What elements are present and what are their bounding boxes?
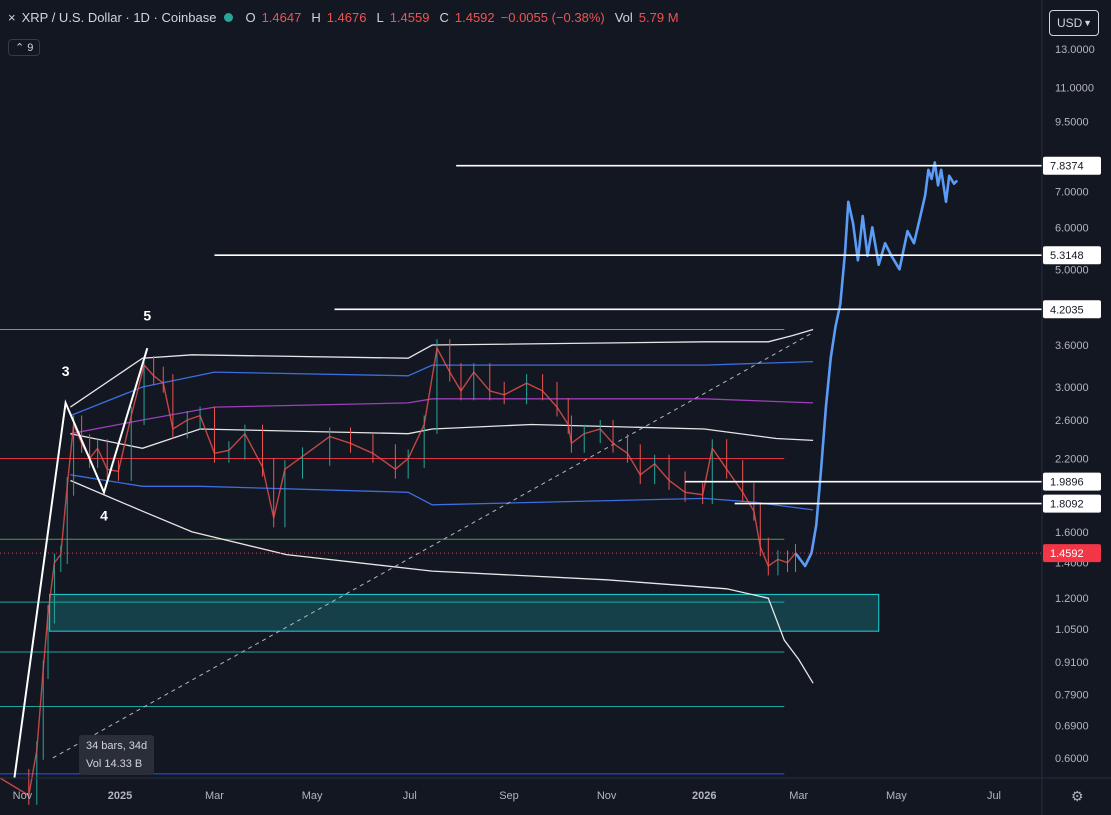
dashed-trend-line xyxy=(52,332,814,759)
price-tick-label: 0.6000 xyxy=(1055,753,1089,765)
price-tick-label: 6.0000 xyxy=(1055,222,1089,234)
price-tick-label: 0.9100 xyxy=(1055,657,1089,669)
measure-bars: 34 bars, 34d xyxy=(86,740,148,752)
close-icon[interactable]: × xyxy=(8,10,16,25)
price-tick-label: 1.2000 xyxy=(1055,593,1089,605)
price-tick-label: 0.7900 xyxy=(1055,690,1089,702)
time-tick-label: Nov xyxy=(597,790,617,802)
band-basis xyxy=(70,398,814,435)
target-level-badge xyxy=(1043,494,1101,513)
open-value: 1.4647 xyxy=(261,10,302,25)
price-line xyxy=(0,346,797,797)
band-lower_outer xyxy=(70,479,814,684)
band-upper_outer xyxy=(70,328,814,408)
projection-series xyxy=(794,161,959,568)
currency-label: USD xyxy=(1057,16,1083,30)
time-tick-label: Jul xyxy=(987,790,1001,802)
symbol-header: × XRP / U.S. Dollar · 1D · Coinbase O 1.4… xyxy=(8,10,679,25)
target-level-label: 5.3148 xyxy=(1050,250,1084,262)
indicators-toggle[interactable]: ⌃ 9 xyxy=(8,39,41,56)
band-inner_upper xyxy=(70,423,814,449)
price-series xyxy=(0,339,797,805)
demand-zone-rect xyxy=(49,593,880,632)
symbol-title[interactable]: XRP / U.S. Dollar · 1D · Coinbase xyxy=(21,10,217,25)
target-level-label: 4.2035 xyxy=(1050,304,1084,316)
time-tick-label: Nov xyxy=(13,790,33,802)
change-value: −0.0055 (−0.38%) xyxy=(500,10,605,25)
price-tick-label: 1.6000 xyxy=(1055,527,1089,539)
low-label: L xyxy=(376,10,384,25)
wave-label: 4 xyxy=(100,508,108,524)
price-tick-label: 3.6000 xyxy=(1055,340,1089,352)
demand-zone xyxy=(49,593,880,632)
target-level-badge xyxy=(1043,472,1101,491)
close-label: C xyxy=(439,10,449,25)
channel-bands xyxy=(70,328,814,684)
price-tick-label: 13.0000 xyxy=(1055,44,1095,56)
price-axis[interactable]: 13.0000 11.0000 9.5000 7.0000 6.0000 5.0000 3.… xyxy=(1041,0,1101,815)
target-level-label: 1.9896 xyxy=(1050,477,1084,489)
price-tick-label: 1.0500 xyxy=(1055,624,1089,636)
time-tick-label: Jul xyxy=(403,790,417,802)
market-status-icon xyxy=(224,13,234,22)
target-level-badge xyxy=(1043,156,1101,175)
volume-label: Vol xyxy=(614,10,633,25)
time-tick-label: 2025 xyxy=(108,790,132,802)
last-price-badge xyxy=(1043,544,1101,563)
time-axis[interactable]: Nov 2025 Mar May Jul Sep Nov 2026 Mar May Jul xyxy=(0,777,1111,802)
wave-label: 5 xyxy=(143,308,151,324)
horizontal-levels xyxy=(0,164,1042,554)
price-tick-label: 2.2000 xyxy=(1055,454,1089,466)
open-label: O xyxy=(245,10,256,25)
target-level-label: 7.8374 xyxy=(1050,161,1084,173)
indicators-count: 9 xyxy=(27,42,34,54)
elliott-wave: 3 4 5 xyxy=(13,308,151,779)
time-tick-label: Sep xyxy=(499,790,519,802)
band-inner_lower xyxy=(70,474,814,511)
target-level-label: 1.8092 xyxy=(1050,499,1084,511)
wave-label: 3 xyxy=(62,363,70,379)
close-value: 1.4592 xyxy=(454,10,495,25)
time-tick-label: Mar xyxy=(789,790,808,802)
time-tick-label: 2026 xyxy=(692,790,716,802)
high-label: H xyxy=(311,10,321,25)
time-tick-label: May xyxy=(302,790,323,802)
price-tick-label: 2.6000 xyxy=(1055,415,1089,427)
volume-value: 5.79 M xyxy=(638,10,679,25)
gear-icon[interactable]: ⚙ xyxy=(1071,788,1084,804)
time-tick-label: Mar xyxy=(205,790,224,802)
projection-line xyxy=(794,161,959,568)
measure-tooltip: 34 bars, 34d Vol 14.33 B xyxy=(79,735,155,775)
last-price-label: 1.4592 xyxy=(1050,548,1084,560)
high-value: 1.4676 xyxy=(326,10,367,25)
chevron-down-icon: ▼ xyxy=(1083,18,1092,28)
price-tick-label: 0.6900 xyxy=(1055,721,1089,733)
wave-path xyxy=(13,347,149,779)
target-level-badge xyxy=(1043,300,1101,319)
price-tick-label: 9.5000 xyxy=(1055,116,1089,128)
currency-select[interactable]: USD ▼ xyxy=(1049,10,1099,36)
price-tick-label: 5.0000 xyxy=(1055,264,1089,276)
target-level-badge xyxy=(1043,246,1101,265)
band-upper_mid xyxy=(70,360,814,417)
chevron-up-icon: ⌃ xyxy=(15,42,25,54)
low-value: 1.4559 xyxy=(389,10,430,25)
measure-volume: Vol 14.33 B xyxy=(86,758,143,770)
price-tick-label: 3.0000 xyxy=(1055,382,1089,394)
time-tick-label: May xyxy=(886,790,907,802)
price-tick-label: 7.0000 xyxy=(1055,187,1089,199)
trend-line xyxy=(52,332,814,759)
price-tick-label: 11.0000 xyxy=(1055,83,1094,95)
